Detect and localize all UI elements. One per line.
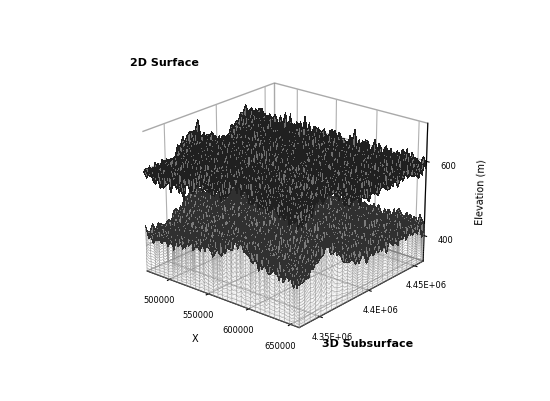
Text: 3D Subsurface: 3D Subsurface	[322, 338, 413, 348]
Text: 2D Surface: 2D Surface	[130, 57, 199, 67]
X-axis label: X: X	[191, 333, 198, 343]
